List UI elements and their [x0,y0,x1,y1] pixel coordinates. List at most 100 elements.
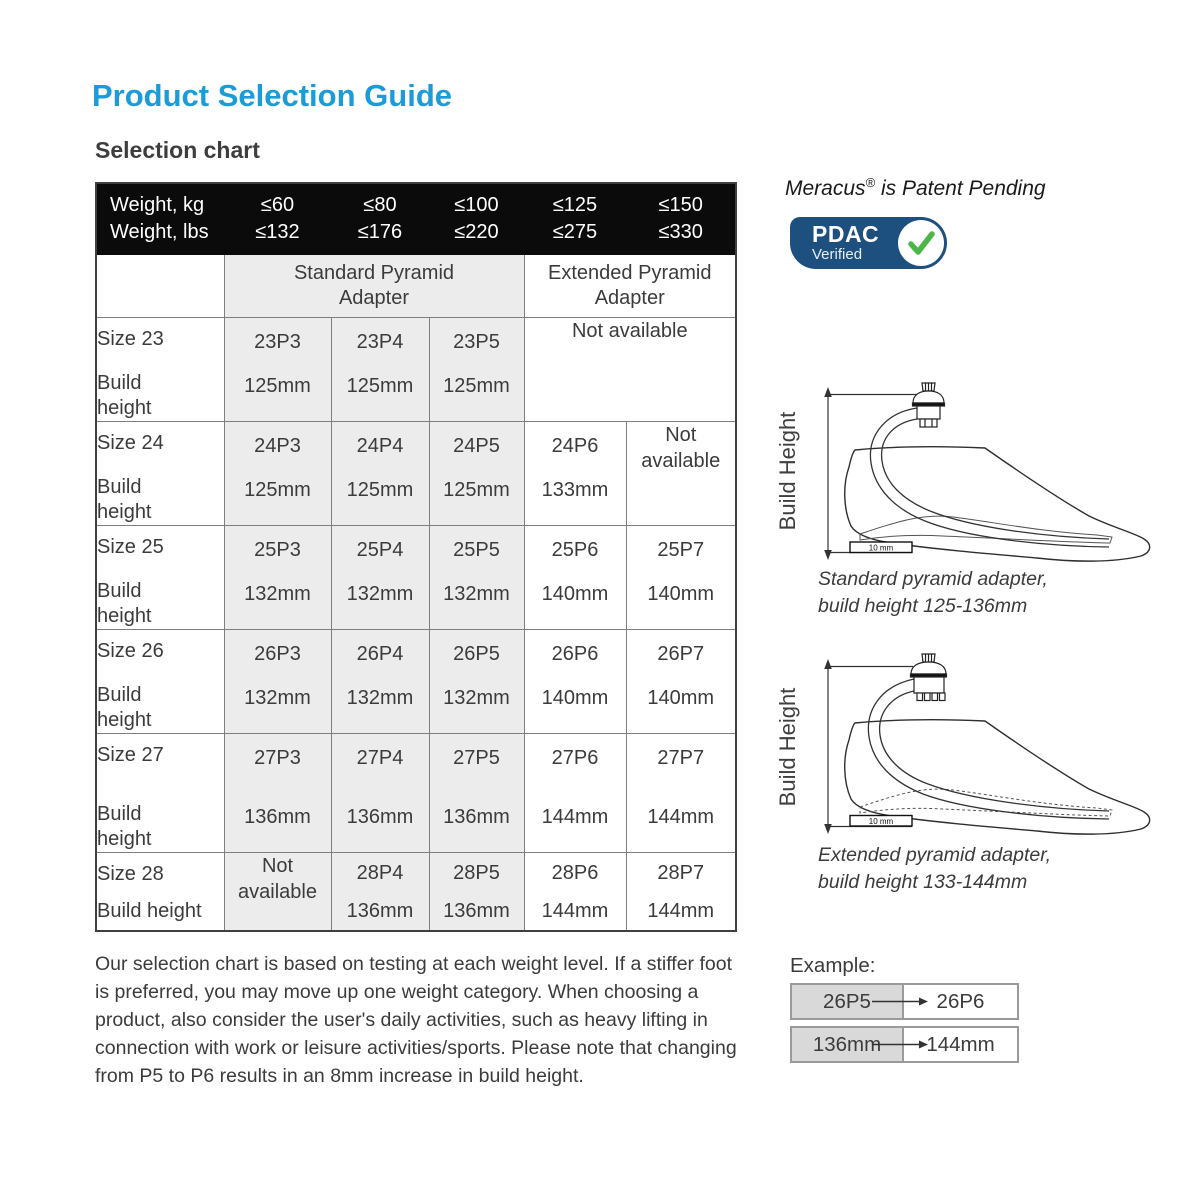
product-cell: 28P5 136mm [428,852,525,931]
size-label: Size 27 [97,744,164,766]
product-cell: 24P3 125mm [223,421,332,526]
product-code: 28P4 [356,862,404,884]
product-code: 24P6 [551,435,599,457]
build-height-label: Build height [97,476,152,523]
example-label: Example: [790,954,876,977]
product-code: 26P5 [453,643,500,665]
product-code: 28P6 [551,862,599,884]
selection-table: Weight, kg Weight, lbs ≤60 ≤132 ≤80 ≤176… [95,182,737,932]
weight-col: ≤150 ≤330 [625,182,737,255]
build-height-value: 132mm [443,583,510,605]
dimension-line [827,393,917,554]
product-code: 24P5 [453,435,500,457]
build-height-value: 125mm [244,375,311,397]
build-height-value: 125mm [443,479,510,501]
empty-cell [95,254,225,318]
build-height-value: 132mm [346,583,414,605]
build-height-value: 125mm [443,375,510,397]
weight-labels: Weight, kg Weight, lbs [95,182,225,255]
product-cell: 27P4 136mm [330,733,430,853]
product-cell: 28P4 136mm [330,852,430,931]
weight-kg-value: ≤150 [658,194,703,216]
build-height-value: 144mm [541,900,609,922]
product-cell: 26P5 132mm [428,629,525,734]
size-label: Size 28 [97,863,164,885]
product-code: 27P6 [551,747,599,769]
diagram-caption: Standard pyramid adapter, build height 1… [818,568,1048,617]
product-code: 27P3 [254,747,301,769]
build-height-value: 132mm [244,687,311,709]
table-row-size-24: Size 24 Build height 24P3 125mm 24P4 125… [95,421,737,526]
build-height-value: 140mm [647,687,715,709]
product-code: 24P4 [356,435,404,457]
not-available-cell: Not available [625,421,737,526]
build-height-value: 125mm [244,479,311,501]
adapter-group-row: Standard Pyramid Adapter Extended Pyrami… [95,254,737,318]
sole-plate [859,515,1113,544]
check-icon [898,220,944,266]
build-height-value: 133mm [541,479,609,501]
build-height-value: 136mm [346,806,414,828]
extended-pyramid-foot-diagram: 10 mm [824,653,1151,835]
product-cell: 23P3 125mm [223,317,332,422]
weight-col: ≤80 ≤176 [330,182,430,255]
build-height-value: 136mm [443,900,510,922]
weight-kg-value: ≤80 [363,194,397,216]
diagram-caption: Extended pyramid adapter, build height 1… [818,844,1052,893]
page-title: Product Selection Guide [92,78,452,113]
weight-lbs-value: ≤330 [658,221,703,243]
product-code: 27P7 [657,747,705,769]
example-row-product: 26P5 26P6 [790,983,1019,1020]
product-code: 26P6 [551,643,599,665]
weight-kg-label: Weight, kg [110,194,205,216]
selection-note: Our selection chart is based on testing … [95,953,737,1087]
section-heading: Selection chart [95,137,260,163]
heel-wedge-label: 10 mm [869,544,894,553]
size-label-cell: Size 23 Build height [95,317,225,422]
product-cell: 26P7 140mm [625,629,737,734]
product-cell: 26P4 132mm [330,629,430,734]
weight-kg-value: ≤125 [552,194,598,216]
product-code: 28P7 [657,862,705,884]
carbon-spring [869,407,1110,548]
product-code: 27P4 [356,747,404,769]
badge-title: PDAC [812,221,880,247]
sole-plate [859,788,1113,817]
product-code: 25P6 [551,539,599,561]
weight-lbs-value: ≤132 [255,221,300,243]
product-cell: 25P4 132mm [330,525,430,630]
heel-wedge [849,814,913,827]
standard-pyramid-foot-diagram: 10 mm [824,382,1151,562]
heel-wedge [849,541,913,554]
patent-pending-note: Meracus® is Patent Pending [785,175,1046,200]
build-height-label: Build height [97,684,152,731]
product-cell: 26P6 140mm [523,629,627,734]
build-height-value: 140mm [647,583,715,605]
size-label: Size 23 [97,328,164,350]
table-row-size-28: Size 28 Build height Not available 28P4 … [95,852,737,931]
pyramid-adapter [911,382,946,428]
weight-lbs-value: ≤220 [454,221,499,243]
build-height-value: 144mm [541,806,609,828]
registered-mark: ® [865,175,876,190]
weight-kg-value: ≤100 [454,194,499,216]
product-cell: 27P5 136mm [428,733,525,853]
weight-kg-value: ≤60 [260,194,295,216]
example-to-value: 26P6 [936,989,985,1013]
weight-lbs-value: ≤176 [357,221,403,243]
product-code: 23P3 [254,331,301,353]
product-code: 27P5 [453,747,500,769]
build-height-value: 136mm [346,900,414,922]
build-height-axis-label: Build Height [775,411,800,531]
product-code: 26P7 [657,643,705,665]
pdac-verified-badge: PDAC Verified [790,217,947,269]
build-height-value: 132mm [346,687,414,709]
example-to-value: 144mm [926,1032,995,1056]
build-height-axis-label: Build Height [775,687,800,807]
weight-header-row: Weight, kg Weight, lbs ≤60 ≤132 ≤80 ≤176… [95,182,737,255]
build-height-label: Build height [97,803,152,850]
size-label-cell: Size 24 Build height [95,421,225,526]
product-cell: 25P7 140mm [625,525,737,630]
size-label-cell: Size 26 Build height [95,629,225,734]
